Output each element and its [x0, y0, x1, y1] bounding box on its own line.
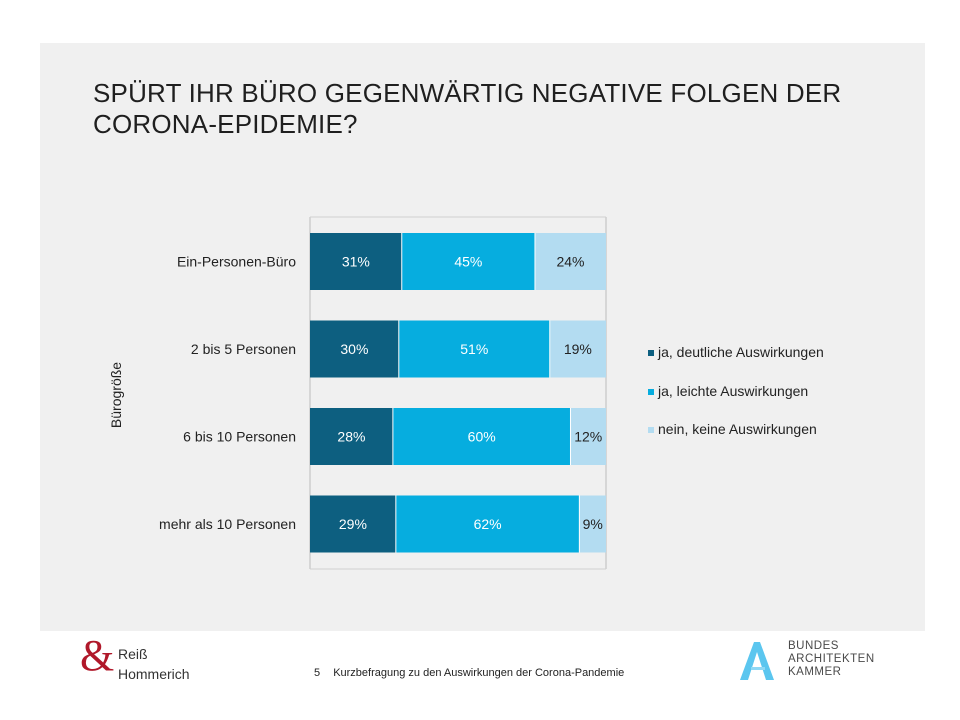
bar-segment [570, 408, 606, 465]
data-label: 9% [583, 516, 603, 532]
category-label: 2 bis 5 Personen [191, 341, 296, 357]
bar-segment [401, 233, 535, 290]
data-label: 19% [564, 341, 592, 357]
category-label: mehr als 10 Personen [159, 516, 296, 532]
legend-item: ja, deutliche Auswirkungen [648, 344, 824, 383]
ampersand-logo-icon: & [80, 631, 115, 680]
data-label: 28% [337, 429, 365, 445]
legend-swatch [648, 350, 654, 356]
data-label: 60% [468, 429, 496, 445]
data-label: 29% [339, 516, 367, 532]
page-number: 5 [314, 667, 321, 679]
slide-title: SPÜRT IHR BÜRO GEGENWÄRTIG NEGATIVE FOLG… [93, 78, 842, 139]
bar-segment [579, 495, 606, 553]
legend-label: ja, deutliche Auswirkungen [658, 344, 824, 360]
bar-segment [398, 320, 550, 378]
legend-swatch [648, 427, 654, 433]
category-label: Ein-Personen-Büro [177, 254, 296, 270]
category-labels: Ein-Personen-Büro 2 bis 5 Personen 6 bis 1… [159, 254, 296, 533]
data-label: 24% [556, 254, 584, 270]
footer-text: Kurzbefragung zu den Auswirkungen der Co… [333, 667, 625, 679]
bars-group: 31% 45% 24% 30% 51% 19% 28% 60% 12% 29% 62% 9% [310, 233, 606, 553]
legend-label: nein, keine Auswirkungen [658, 421, 817, 437]
data-label: 30% [340, 341, 368, 357]
bar-segment [534, 233, 606, 290]
data-label: 62% [474, 516, 502, 532]
bak-line-1: BUNDES [788, 640, 839, 652]
data-label: 12% [574, 429, 602, 445]
bak-a-mark-icon [740, 642, 774, 680]
bar-segment [310, 320, 399, 378]
data-label: 31% [342, 254, 370, 270]
bar-segment [310, 233, 402, 290]
legend-item: ja, leichte Auswirkungen [648, 383, 824, 422]
bar-segment [310, 408, 393, 465]
bar-segment [395, 495, 580, 553]
footer-caption: 5 Kurzbefragung zu den Auswirkungen der … [314, 667, 624, 679]
logo-line-hommerich: Hommerich [118, 666, 190, 682]
legend: ja, deutliche Auswirkungen ja, leichte Au… [648, 344, 824, 460]
legend-label: ja, leichte Auswirkungen [658, 382, 809, 399]
bar-segment [310, 495, 396, 553]
y-axis-label: Bürogröße [108, 362, 124, 428]
bar-segment [392, 408, 571, 465]
category-label: 6 bis 10 Personen [183, 429, 296, 445]
legend-item: nein, keine Auswirkungen [648, 421, 824, 460]
bak-line-2: ARCHITEKTEN [788, 653, 875, 665]
bak-line-3: KAMMER [788, 666, 842, 678]
data-label: 45% [454, 254, 482, 270]
data-label: 51% [460, 341, 488, 357]
bar-segment [549, 320, 606, 378]
legend-swatch [648, 388, 654, 395]
bundesarchitektenkammer-logo: BUNDES ARCHITEKTEN KAMMER [738, 640, 898, 684]
logo-line-reiss: Reiß [118, 646, 148, 662]
